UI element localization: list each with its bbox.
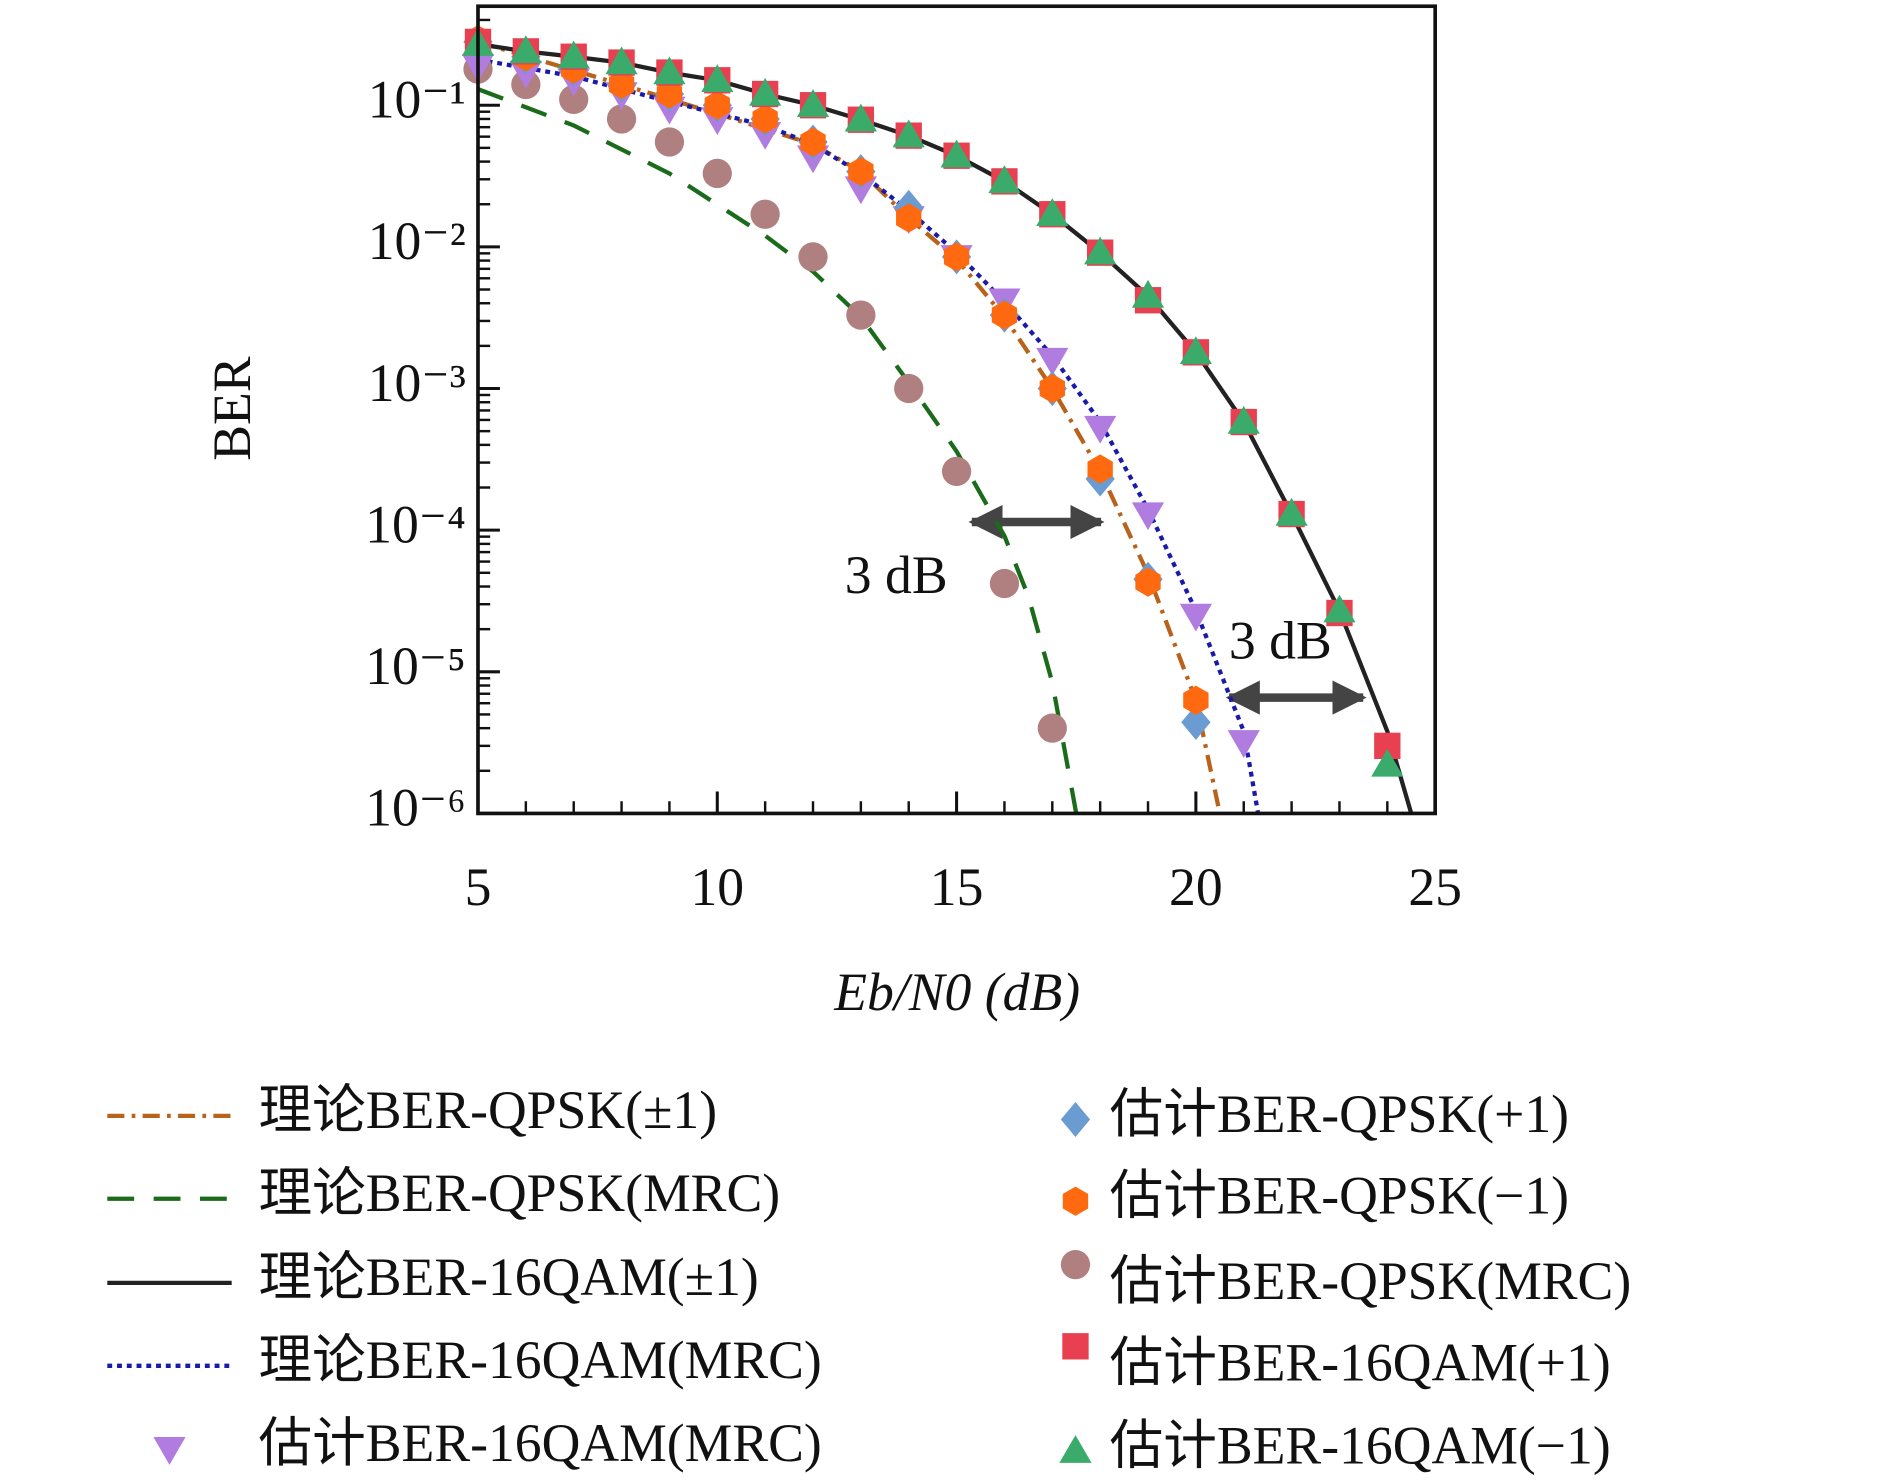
- circle: [798, 242, 828, 272]
- legend-label: 理论BER-QPSK(MRC): [259, 1163, 781, 1223]
- series-line: [477, 87, 1079, 814]
- y-tick-label: 10⁻⁵: [365, 636, 466, 696]
- circle: [702, 158, 732, 189]
- triangle-up: [557, 40, 590, 69]
- legend-label: 理论BER-16QAM(±1): [259, 1247, 759, 1307]
- hexagon: [896, 203, 922, 233]
- circle: [941, 456, 972, 487]
- legend-marker: [1060, 1101, 1091, 1138]
- triangle-up: [605, 46, 638, 75]
- triangle-up: [940, 139, 973, 168]
- triangle-up: [1084, 236, 1117, 265]
- triangle-up: [653, 56, 686, 85]
- hexagon: [1039, 373, 1065, 404]
- triangle-up: [701, 64, 734, 92]
- triangle-up: [796, 89, 830, 117]
- triangle-down: [1036, 347, 1069, 376]
- y-tick-label: 10⁻¹: [368, 70, 466, 130]
- circle: [846, 300, 876, 330]
- hexagon: [800, 127, 826, 157]
- circle: [750, 199, 780, 229]
- triangle-down: [844, 176, 877, 205]
- triangle-up: [1036, 198, 1069, 226]
- x-tick-label: 20: [1169, 857, 1223, 917]
- x-tick-label: 15: [930, 857, 984, 917]
- circle: [1037, 713, 1067, 743]
- hexagon: [608, 69, 635, 100]
- legend-marker: [1062, 1333, 1089, 1360]
- triangle-up: [844, 103, 877, 132]
- y-tick-label: 10⁻⁴: [365, 494, 466, 554]
- diamond: [1181, 704, 1211, 740]
- triangle-up: [988, 165, 1021, 194]
- circle: [989, 568, 1020, 599]
- x-tick-label: 10: [690, 857, 744, 917]
- triangle-down: [509, 60, 542, 89]
- legend-marker: [153, 1437, 186, 1465]
- circle: [606, 104, 637, 134]
- annotation: 3 dB: [1229, 611, 1332, 671]
- x-tick-label: 25: [1408, 857, 1462, 917]
- legend-label: 估计BER-QPSK(MRC): [1110, 1251, 1632, 1311]
- triangle-down: [1227, 730, 1260, 758]
- y-tick-label: 10⁻²: [368, 211, 466, 271]
- legend-label: 理论BER-QPSK(±1): [259, 1080, 718, 1140]
- hexagon: [656, 79, 683, 109]
- legend-marker: [1059, 1435, 1092, 1463]
- legend-label: 估计BER-16QAM(−1): [1110, 1415, 1611, 1475]
- legend-marker: [1060, 1249, 1091, 1280]
- triangle-up: [749, 77, 782, 106]
- y-tick-label: 10⁻³: [368, 353, 466, 413]
- hexagon: [943, 242, 970, 272]
- triangle-up: [1179, 336, 1212, 365]
- y-axis-label: BER: [202, 356, 262, 461]
- hexagon: [704, 90, 730, 120]
- triangle-up: [1323, 594, 1356, 623]
- legend-label: 估计BER-QPSK(+1): [1110, 1084, 1569, 1144]
- triangle-up: [1131, 279, 1165, 308]
- triangle-down: [1131, 502, 1165, 531]
- hexagon: [848, 156, 874, 187]
- legend-marker: [1062, 1186, 1089, 1216]
- hexagon: [1087, 454, 1113, 484]
- plot-frame: [476, 4, 1438, 816]
- triangle-up: [892, 119, 925, 148]
- hexagon: [752, 104, 778, 134]
- circle: [894, 373, 924, 404]
- series-line: [477, 57, 1261, 814]
- circle: [654, 127, 685, 157]
- hexagon: [1135, 567, 1161, 597]
- legend-label: 估计BER-16QAM(MRC): [259, 1413, 822, 1473]
- triangle-up: [1275, 497, 1308, 526]
- x-tick-label: 5: [465, 857, 492, 917]
- hexagon: [991, 300, 1018, 330]
- annotation: 3 dB: [845, 545, 948, 605]
- triangle-up: [1371, 748, 1404, 777]
- legend-label: 估计BER-16QAM(+1): [1110, 1333, 1611, 1393]
- hexagon: [1183, 685, 1209, 715]
- triangle-down: [1179, 603, 1212, 632]
- legend-label: 理论BER-16QAM(MRC): [259, 1330, 822, 1390]
- circle: [559, 84, 589, 115]
- y-tick-label: 10⁻⁶: [365, 778, 466, 838]
- triangle-up: [509, 35, 542, 64]
- triangle-up: [1227, 405, 1260, 434]
- x-axis-label: Eb/N0 (dB): [833, 962, 1080, 1022]
- legend-label: 估计BER-QPSK(−1): [1110, 1166, 1569, 1226]
- triangle-down: [1084, 415, 1117, 444]
